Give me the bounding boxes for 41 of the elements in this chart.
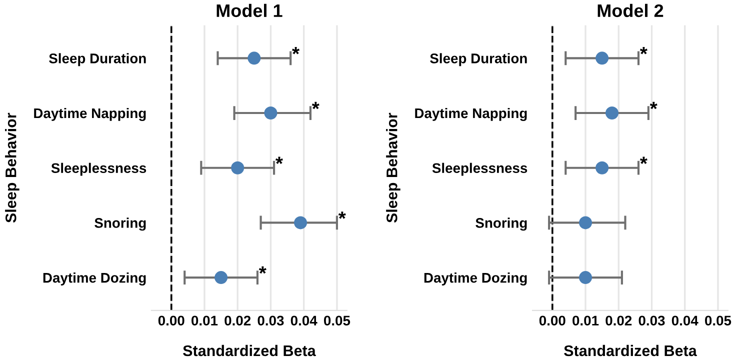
- point: [264, 106, 278, 120]
- x-tick-label: 0.05: [324, 316, 350, 326]
- annotation: *: [275, 156, 283, 164]
- annotation: *: [292, 47, 300, 54]
- x-tick-label: 0.04: [672, 316, 698, 326]
- point: [214, 271, 228, 284]
- chart-title: Model 2: [598, 4, 664, 18]
- x-tick-label: 0.00: [158, 316, 184, 326]
- chart-title: Model 1: [216, 4, 282, 18]
- x-axis-title: Standardized Beta: [564, 344, 697, 356]
- x-tick-label: 0.01: [572, 316, 599, 326]
- annotation: *: [338, 212, 346, 219]
- point: [231, 161, 244, 174]
- annotation: *: [640, 156, 648, 164]
- y-tick-label: Daytime Napping: [34, 108, 146, 121]
- x-tick-label: 0.02: [224, 316, 251, 326]
- x-tick-label: 0.02: [606, 316, 632, 326]
- x-tick-label: 0.03: [638, 316, 665, 326]
- x-tick-label: 0.03: [258, 316, 284, 326]
- point: [248, 52, 261, 65]
- y-axis-title: Sleep Behavior: [386, 112, 400, 223]
- y-tick-label: Sleep Duration: [49, 53, 146, 66]
- y-tick-label: Daytime Napping: [415, 108, 527, 121]
- x-tick-label: 0.00: [539, 316, 566, 326]
- y-tick-label: Snoring: [476, 218, 527, 231]
- x-tick-label: 0.01: [192, 316, 218, 326]
- x-axis-title: Standardized Beta: [182, 344, 316, 356]
- annotation: *: [258, 266, 266, 274]
- annotation: *: [312, 102, 320, 110]
- annotation: *: [640, 47, 648, 54]
- y-tick-label: Daytime Dozing: [424, 272, 527, 286]
- annotation: *: [650, 102, 658, 110]
- y-tick-label: Sleeplessness: [432, 162, 528, 176]
- x-tick-label: 0.05: [705, 316, 732, 326]
- y-tick-label: Daytime Dozing: [43, 272, 146, 286]
- y-tick-label: Sleep Duration: [430, 53, 527, 66]
- x-tick-label: 0.04: [290, 316, 318, 326]
- y-tick-label: Snoring: [94, 218, 146, 231]
- point: [294, 216, 308, 230]
- y-axis-title: Sleep Behavior: [5, 112, 20, 223]
- y-tick-label: Sleeplessness: [51, 162, 146, 176]
